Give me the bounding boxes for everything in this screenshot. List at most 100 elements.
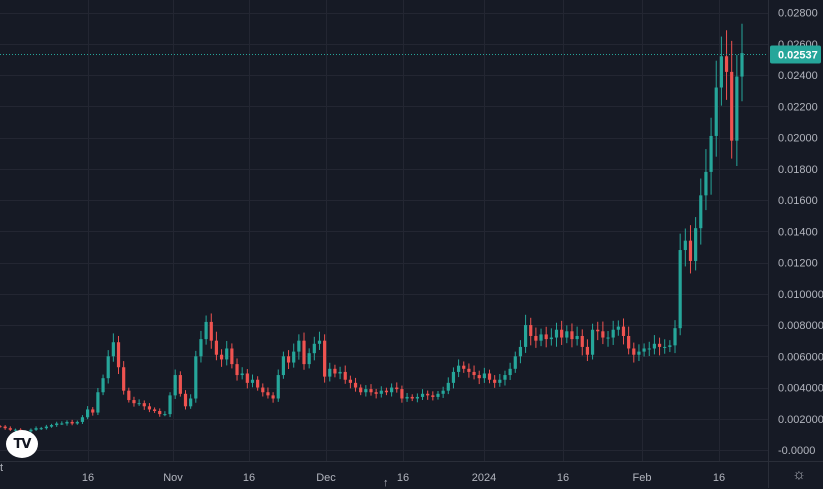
candle bbox=[266, 387, 270, 399]
candle bbox=[173, 369, 177, 399]
candle bbox=[364, 385, 368, 397]
candle bbox=[390, 383, 394, 397]
candle bbox=[590, 323, 595, 360]
candle-body bbox=[565, 331, 569, 338]
candle-body bbox=[400, 389, 404, 399]
price-tick-label: 0.01400 bbox=[778, 226, 818, 238]
candle bbox=[395, 382, 399, 393]
price-tick-label: 0.01200 bbox=[778, 258, 818, 270]
candle bbox=[80, 415, 85, 425]
candle bbox=[39, 426, 43, 430]
candle-body bbox=[740, 53, 744, 77]
candle bbox=[482, 367, 486, 383]
candle-body bbox=[65, 421, 69, 424]
gear-icon[interactable]: ☼ bbox=[792, 466, 806, 483]
time-tick-label: 16 bbox=[713, 472, 725, 484]
candle-body bbox=[70, 421, 74, 424]
candle-body bbox=[663, 346, 667, 348]
candle bbox=[683, 228, 687, 267]
candle-body bbox=[0, 426, 2, 428]
candle-body bbox=[493, 379, 497, 383]
candle bbox=[487, 369, 492, 384]
candle-body bbox=[183, 393, 188, 407]
candle-body bbox=[529, 325, 533, 336]
candle-body bbox=[405, 396, 409, 399]
candle bbox=[369, 384, 373, 396]
candle-body bbox=[209, 321, 213, 341]
candle bbox=[735, 54, 739, 167]
candle-body bbox=[137, 403, 141, 405]
candle-body bbox=[111, 342, 115, 357]
candle-body bbox=[513, 356, 517, 369]
candle-body bbox=[596, 329, 600, 332]
candle bbox=[611, 320, 615, 345]
candle-body bbox=[266, 392, 270, 396]
candle-body bbox=[570, 331, 574, 340]
candle bbox=[276, 369, 280, 402]
candle bbox=[606, 331, 610, 347]
candle bbox=[719, 36, 723, 106]
candle bbox=[621, 318, 626, 345]
time-axis-partial-label: t bbox=[0, 462, 4, 474]
candle-body bbox=[199, 339, 203, 357]
price-tick-label: 0.008000 bbox=[778, 320, 823, 332]
candle-body bbox=[147, 406, 152, 410]
candle bbox=[513, 351, 517, 373]
candle-body bbox=[338, 371, 342, 374]
candle bbox=[652, 335, 657, 355]
candle bbox=[101, 374, 105, 396]
candle bbox=[493, 375, 497, 388]
candle bbox=[292, 343, 296, 368]
price-axis[interactable]: 0.028000.026000.024000.022000.020000.018… bbox=[778, 8, 823, 458]
price-tick-label: 0.01800 bbox=[778, 164, 818, 176]
candle-body bbox=[379, 390, 383, 394]
time-axis[interactable]: 16 Nov 16 Dec 16 2024 16 Feb 16 bbox=[82, 472, 725, 484]
candle bbox=[245, 369, 249, 389]
candle bbox=[724, 30, 729, 100]
candle-body bbox=[29, 429, 33, 432]
candle bbox=[328, 362, 332, 382]
candle bbox=[420, 389, 425, 401]
candle bbox=[204, 315, 208, 345]
candle-body bbox=[657, 343, 662, 347]
candle-body bbox=[292, 351, 296, 363]
candle bbox=[580, 329, 584, 356]
candle-body bbox=[158, 410, 162, 415]
arrow-up-icon[interactable]: ↑ bbox=[383, 477, 389, 489]
candle-body bbox=[49, 425, 54, 427]
candle-body bbox=[544, 334, 548, 340]
candle-body bbox=[142, 403, 146, 407]
candle-body bbox=[194, 356, 198, 399]
candle bbox=[570, 323, 574, 348]
candle-body bbox=[652, 343, 657, 349]
time-tick-label: Feb bbox=[633, 472, 652, 484]
candle-body bbox=[230, 348, 234, 365]
candle-body bbox=[642, 348, 646, 352]
candle bbox=[560, 320, 564, 345]
candle-body bbox=[482, 373, 486, 379]
candle-body bbox=[627, 335, 631, 349]
candle-body bbox=[606, 337, 610, 339]
candle-body bbox=[694, 228, 698, 261]
candle bbox=[688, 225, 693, 274]
candle-body bbox=[286, 356, 291, 363]
candle bbox=[65, 420, 69, 426]
candle bbox=[250, 374, 255, 388]
candle bbox=[199, 330, 203, 363]
candle-body bbox=[359, 387, 363, 393]
candle bbox=[96, 387, 100, 416]
candle bbox=[333, 364, 337, 378]
tradingview-logo[interactable]: TV bbox=[6, 430, 38, 458]
candle-body bbox=[317, 340, 322, 344]
price-tick-label: 0.02000 bbox=[778, 133, 818, 145]
candle bbox=[307, 348, 311, 369]
price-tick-label: 0.02800 bbox=[778, 8, 818, 20]
candle bbox=[75, 420, 79, 425]
price-tick-label: 0.02400 bbox=[778, 70, 818, 82]
candle-body bbox=[436, 393, 440, 397]
time-tick-label: 16 bbox=[243, 472, 255, 484]
candle-body bbox=[214, 340, 219, 355]
candle-body bbox=[560, 329, 564, 338]
